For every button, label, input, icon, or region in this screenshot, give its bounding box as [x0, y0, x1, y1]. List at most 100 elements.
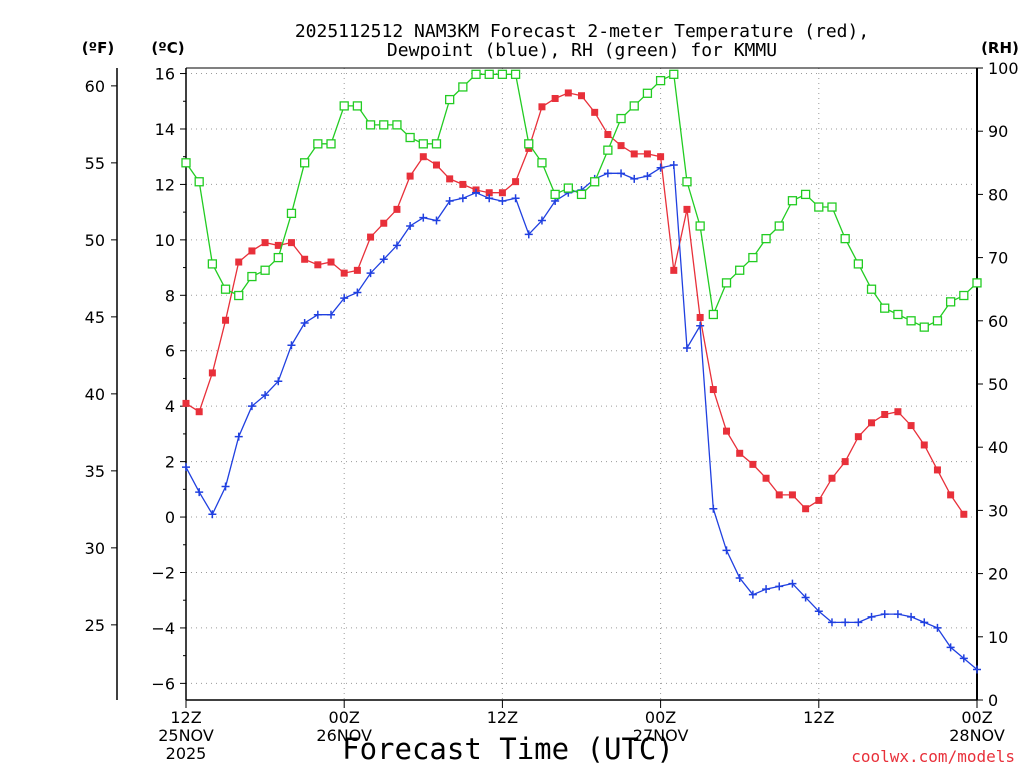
- temperature-point: [261, 239, 269, 247]
- temperature-point: [538, 103, 546, 111]
- celsius-tick-label: 6: [165, 342, 175, 361]
- dewpoint-point: [340, 294, 349, 303]
- rh-point: [313, 139, 323, 149]
- rh-point: [972, 278, 982, 288]
- dewpoint-point: [432, 216, 441, 225]
- dewpoint-point: [537, 216, 546, 225]
- dewpoint-point: [511, 194, 520, 203]
- dewpoint-point: [788, 579, 797, 588]
- temperature-point: [670, 266, 678, 274]
- rh-point: [431, 139, 442, 149]
- rh-point: [945, 297, 956, 307]
- temperature-point: [947, 491, 955, 499]
- dewpoint-point: [221, 482, 230, 491]
- dewpoint-point: [880, 610, 889, 619]
- axes: −6 −4 −2 0 2 4 6 8 10 12 14 16 25 30 35 40 45 50 55 60 0 10 20…: [85, 59, 1019, 763]
- temperature-point: [802, 505, 810, 513]
- rh-point: [669, 69, 679, 79]
- temperature-point: [775, 491, 783, 499]
- rh-point: [497, 69, 508, 79]
- series-line: [185, 73, 978, 328]
- rh-point: [893, 309, 903, 320]
- rh-point: [405, 132, 415, 143]
- temperature-point: [248, 247, 256, 255]
- celsius-tick-label: 14: [155, 120, 175, 139]
- series-line: [185, 92, 965, 515]
- unit-label-celsius: (ºC): [151, 39, 184, 57]
- rh-tick-label: 80: [988, 185, 1008, 204]
- celsius-tick-label: 8: [165, 286, 175, 305]
- temperature-point: [920, 441, 928, 449]
- celsius-tick-label: 0: [165, 508, 175, 527]
- temperature-point: [815, 496, 823, 504]
- temperature-point: [432, 161, 440, 169]
- celsius-tick-label: 4: [165, 397, 175, 416]
- dewpoint-point: [261, 391, 270, 400]
- rh-point: [959, 290, 969, 301]
- temperature-point: [512, 178, 520, 186]
- temperature-point: [551, 94, 559, 102]
- fahrenheit-tick-label: 55: [85, 154, 105, 173]
- celsius-tick-label: −6: [151, 674, 175, 693]
- dewpoint-point: [379, 255, 388, 264]
- temperature-point: [485, 189, 493, 197]
- rh-point: [550, 189, 560, 200]
- rh-point: [576, 189, 587, 200]
- temperature-point: [340, 269, 348, 277]
- dewpoint-point: [959, 654, 968, 663]
- rh-point: [814, 202, 824, 212]
- temperature-point: [788, 491, 796, 499]
- series-plus: [182, 161, 981, 674]
- temperature-point: [933, 466, 941, 474]
- rh-point: [326, 139, 336, 149]
- rh-point: [339, 101, 349, 111]
- rh-point: [181, 158, 191, 168]
- x-tick-label-time: 00Z: [329, 708, 360, 727]
- rh-point: [616, 113, 626, 124]
- fahrenheit-tick-label: 45: [85, 308, 105, 327]
- series-line: [185, 164, 978, 670]
- rh-point: [524, 139, 534, 149]
- rh-point: [234, 290, 244, 301]
- unit-label-fahrenheit: (ºF): [82, 39, 114, 57]
- rh-point: [735, 265, 745, 275]
- temperature-point: [643, 150, 651, 158]
- rh-point: [299, 158, 310, 168]
- temperature-point: [353, 266, 361, 274]
- rh-point: [629, 101, 639, 111]
- dewpoint-point: [445, 197, 454, 206]
- rh-point: [761, 233, 771, 244]
- temperature-point: [274, 241, 282, 249]
- celsius-tick-label: 16: [155, 65, 175, 84]
- fahrenheit-tick-label: 25: [85, 616, 105, 635]
- fahrenheit-tick-label: 35: [85, 462, 105, 481]
- dewpoint-point: [419, 213, 428, 222]
- dewpoint-point: [867, 612, 876, 621]
- temperature-point: [696, 313, 704, 321]
- temperature-point: [854, 433, 862, 441]
- rh-point: [682, 177, 692, 187]
- dewpoint-point: [524, 230, 533, 239]
- x-tick-label-time: 12Z: [803, 708, 834, 727]
- rh-point: [840, 233, 850, 244]
- x-tick-label-time: 00Z: [961, 708, 992, 727]
- rh-point: [603, 145, 613, 155]
- dewpoint-point: [762, 585, 771, 594]
- fahrenheit-tick-label: 40: [85, 385, 105, 404]
- dewpoint-point: [313, 310, 322, 319]
- fahrenheit-tick-label: 60: [85, 77, 105, 96]
- temperature-point: [406, 172, 414, 180]
- temperature-point: [446, 175, 454, 183]
- rh-point: [537, 158, 547, 168]
- fahrenheit-tick-label: 30: [85, 539, 105, 558]
- temperature-point: [868, 419, 876, 427]
- dewpoint-point: [827, 618, 836, 627]
- temperature-point: [828, 474, 836, 482]
- temperature-point: [419, 153, 427, 161]
- temperature-point: [287, 239, 295, 247]
- rh-point: [352, 101, 363, 111]
- dewpoint-point: [946, 643, 955, 652]
- x-tick-label-date: 25NOV: [158, 726, 214, 745]
- temperature-point: [498, 189, 506, 197]
- celsius-tick-label: −2: [151, 563, 175, 582]
